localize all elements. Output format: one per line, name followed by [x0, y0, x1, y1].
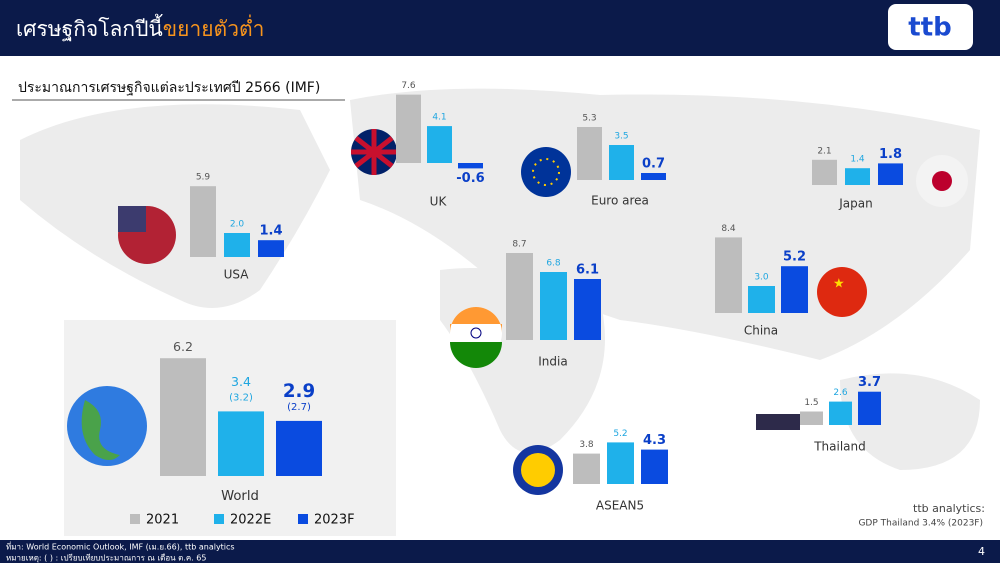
- value-label: 3.4: [231, 374, 251, 389]
- flag-uk-cross: [351, 129, 397, 175]
- legend-label: 2022E: [230, 513, 271, 528]
- legend-swatch: [214, 514, 224, 524]
- bar: [641, 449, 668, 484]
- flag-india-wheel: [470, 327, 482, 339]
- value-label: 3.7: [858, 375, 881, 390]
- note-line2: GDP Thailand 3.4% (2023F): [858, 519, 983, 529]
- value-label: 2.6: [833, 388, 848, 398]
- note-line1: ttb analytics:: [913, 502, 985, 515]
- chart-label: ASEAN5: [596, 499, 644, 513]
- chart-label: USA: [224, 268, 250, 282]
- chart-label: China: [744, 324, 778, 338]
- flag-china-star: ★: [833, 277, 845, 292]
- value-label: 8.4: [721, 224, 736, 234]
- value-label: 2.0: [230, 220, 245, 230]
- subtitle: ประมาณการเศรษฐกิจแต่ละประเทศปี 2566 (IMF…: [18, 80, 320, 96]
- footer-bar: [0, 540, 1000, 563]
- value-label: 5.9: [196, 173, 211, 183]
- title-main: เศรษฐกิจโลกปีนี้: [16, 14, 163, 41]
- bar: [574, 279, 601, 340]
- value-label: 5.2: [613, 429, 627, 439]
- value-label: 6.1: [576, 263, 599, 278]
- bar: [276, 420, 322, 476]
- bar: [878, 163, 903, 185]
- value-label: 3.0: [754, 273, 769, 283]
- title: เศรษฐกิจโลกปีนี้ขยายตัวต่ำ: [16, 14, 264, 41]
- chart-label: Thailand: [813, 440, 866, 454]
- value-label: 1.4: [850, 155, 865, 165]
- flags: ★: [67, 129, 968, 495]
- value-label: 5.3: [582, 114, 596, 124]
- previous-label: (3.2): [229, 393, 253, 404]
- bar: [800, 411, 823, 425]
- bar: [812, 159, 837, 185]
- bar: [609, 145, 634, 180]
- bar: [160, 358, 206, 476]
- chart-label: India: [538, 355, 567, 369]
- header-bar: [0, 0, 1000, 56]
- bar: [190, 186, 216, 257]
- bar: [506, 253, 533, 340]
- flag-india-bottom: [450, 342, 502, 368]
- footer-remark: หมายเหตุ: ( ) : เปรียบเทียบประมาณการ ณ เ…: [6, 554, 206, 563]
- bar: [829, 401, 852, 425]
- flag-china: [817, 267, 867, 317]
- legend-swatch: [130, 514, 140, 524]
- value-label: 4.1: [432, 113, 446, 123]
- chart-label: Euro area: [591, 194, 649, 208]
- bar: [396, 94, 421, 163]
- chart-label: UK: [430, 195, 448, 209]
- bar: [748, 286, 775, 313]
- value-label: 4.3: [643, 433, 666, 448]
- chart-label: World: [221, 489, 259, 504]
- value-label: 2.9: [283, 381, 315, 402]
- bar: [258, 240, 284, 257]
- page-number: 4: [978, 545, 985, 558]
- flag-japan-sun: [932, 171, 952, 191]
- bar: [641, 173, 666, 180]
- value-label: 3.8: [579, 440, 594, 450]
- title-highlight: ขยายตัวต่ำ: [163, 14, 265, 41]
- value-label: 6.2: [173, 339, 193, 354]
- flag-usa-canton: [118, 206, 146, 232]
- logo-box: [888, 4, 973, 50]
- legend-label: 2023F: [314, 513, 355, 528]
- bar: [577, 127, 602, 180]
- footer-source: ที่มา: World Economic Outlook, IMF (เม.ย…: [6, 541, 235, 552]
- bar: [224, 233, 250, 257]
- bar: [573, 453, 600, 484]
- bar: [607, 442, 634, 484]
- bar: [218, 411, 264, 476]
- value-label: 2.1: [817, 146, 831, 156]
- bar: [781, 266, 808, 313]
- bar: [715, 237, 742, 313]
- flag-asean-inner: [521, 453, 555, 487]
- flag-eu: [521, 147, 571, 197]
- bar: [427, 126, 452, 163]
- value-label: 8.7: [512, 240, 526, 250]
- flag-india-top: [450, 307, 502, 333]
- globe-land: [81, 400, 120, 460]
- value-label: 1.4: [259, 224, 282, 239]
- previous-label: (2.7): [287, 402, 311, 413]
- bar: [458, 163, 483, 169]
- chart-label: Japan: [838, 197, 872, 211]
- value-label: 6.8: [546, 259, 561, 269]
- value-label: 5.2: [783, 250, 806, 265]
- value-label: 0.7: [642, 157, 665, 172]
- value-label: 1.8: [879, 147, 902, 162]
- value-label: 1.5: [804, 398, 818, 408]
- legend-label: 2021: [146, 513, 179, 528]
- bar: [845, 168, 870, 185]
- logo: ttb: [908, 13, 951, 43]
- legend-swatch: [298, 514, 308, 524]
- value-label: 7.6: [401, 81, 416, 91]
- bar: [858, 391, 881, 425]
- flag-eu-stars: [532, 158, 560, 186]
- value-label: 3.5: [614, 132, 628, 142]
- bar: [540, 272, 567, 340]
- value-label: -0.6: [456, 171, 484, 186]
- flag-thailand-band: [756, 414, 800, 430]
